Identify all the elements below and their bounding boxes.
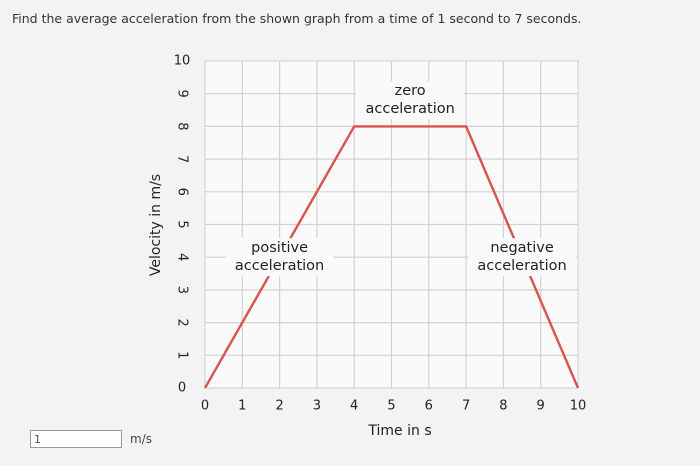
y-tick-label: 1 [175,351,190,359]
y-tick-label: 0 [178,381,186,396]
annotation-label: acceleration [477,258,566,274]
annotation-label: acceleration [235,258,324,274]
y-axis-label: Velocity in m/s [148,174,164,276]
answer-input[interactable] [30,430,122,448]
annotation-bg [356,81,464,120]
x-tick-label: 4 [350,399,358,414]
x-axis-label: Time in s [367,423,431,439]
annotation-label: acceleration [365,101,454,117]
annotation-label: positive [251,240,308,256]
x-tick-label: 6 [425,399,433,414]
question-text: Find the average acceleration from the s… [12,11,582,26]
x-tick-label: 0 [201,399,209,414]
y-tick-label: 9 [175,90,190,98]
y-tick-label: 10 [174,54,191,69]
annotation-label: negative [490,240,553,256]
y-tick-label: 2 [175,318,190,326]
x-tick-label: 3 [313,399,321,414]
y-tick-label: 4 [175,253,190,261]
y-tick-label: 6 [175,188,190,196]
x-tick-label: 1 [238,399,246,414]
y-tick-label: 3 [175,286,190,294]
answer-unit: m/s [130,432,152,446]
x-tick-label: 5 [387,399,395,414]
y-tick-label: 8 [175,122,190,130]
x-tick-label: 10 [570,399,587,414]
y-tick-label: 7 [175,155,190,163]
annotation-bg [468,238,576,277]
x-tick-label: 8 [499,399,507,414]
x-tick-label: 7 [462,399,470,414]
annotation-bg [226,238,333,277]
annotation-label: zero [395,83,426,99]
answer-row: m/s [30,430,152,448]
x-tick-label: 2 [275,399,283,414]
x-tick-label: 9 [537,399,545,414]
y-tick-label: 5 [175,220,190,228]
